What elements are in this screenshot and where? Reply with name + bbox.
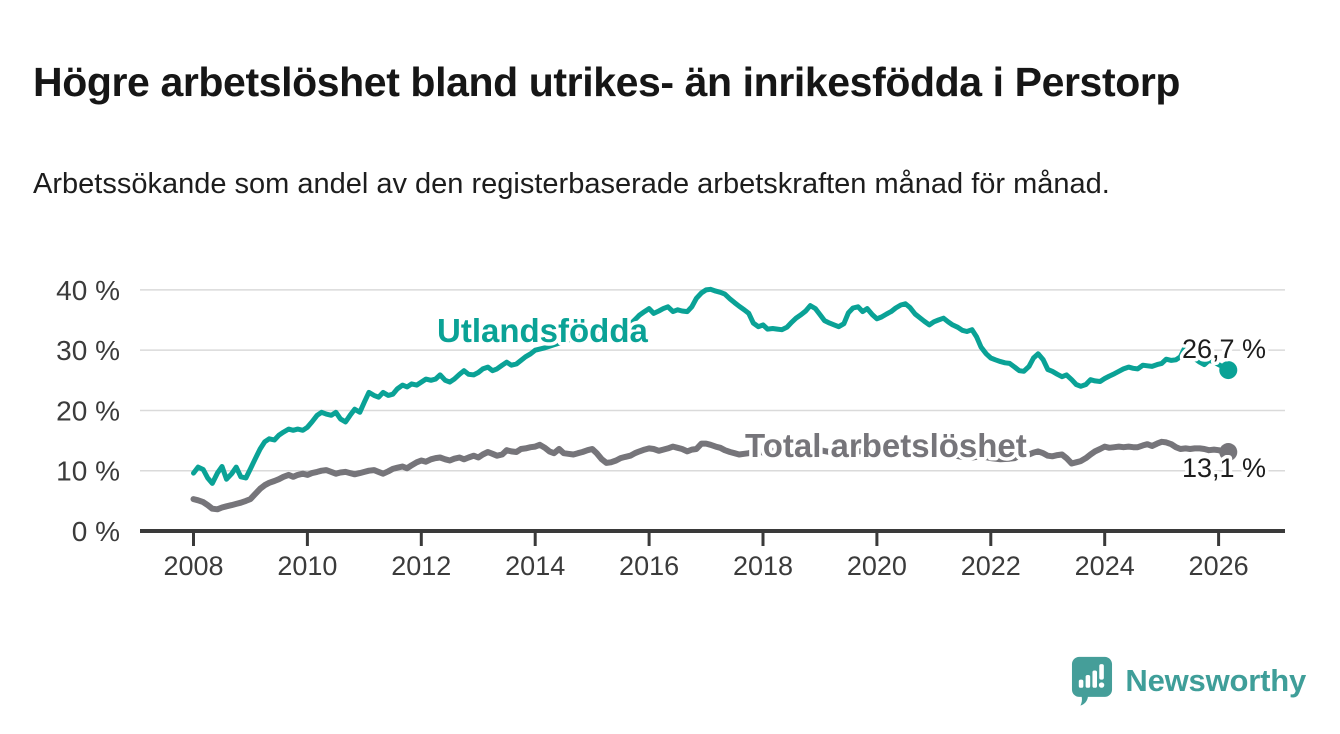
end-value-label-utlandsfodda: 26,7 % [1182, 334, 1266, 364]
x-tick-label-2012: 2012 [391, 551, 451, 581]
y-tick-label-20: 20 % [56, 395, 120, 426]
x-tick-label-2014: 2014 [505, 551, 565, 581]
unemployment-line-chart: 0 % 10 % 20 % 30 % 40 % 2008 2010 2012 2014 2016… [56, 275, 1285, 581]
series-line-utlandsfodda [191, 286, 1231, 486]
newsworthy-logo: Newsworthy [1069, 655, 1306, 706]
page-title: Högre arbetslöshet bland utrikes- än inr… [33, 59, 1181, 106]
series-label-utlandsfodda: Utlandsfödda [437, 312, 648, 349]
series-lines [190, 286, 1238, 513]
x-tick-label-2020: 2020 [847, 551, 907, 581]
x-tick-label-2022: 2022 [961, 551, 1021, 581]
series-line-total-arbetsloshet [190, 438, 1232, 513]
x-tick-label-2018: 2018 [733, 551, 793, 581]
chart-subtitle: Arbetssökande som andel av den registerb… [33, 168, 1110, 200]
x-tick-label-2016: 2016 [619, 551, 679, 581]
series-label-total-arbetsloshet: Total arbetslöshet [745, 427, 1027, 464]
x-tick-label-2024: 2024 [1075, 551, 1135, 581]
end-point-dot-utlandsfodda [1219, 361, 1238, 380]
x-tick-label-2010: 2010 [277, 551, 337, 581]
end-value-label-total: 13,1 % [1182, 453, 1266, 483]
x-tick-label-2008: 2008 [163, 551, 223, 581]
y-axis-labels: 0 % 10 % 20 % 30 % 40 % [56, 275, 120, 547]
y-tick-label-0: 0 % [72, 516, 120, 547]
newsworthy-bubble-chart-icon [1072, 656, 1113, 706]
y-tick-label-40: 40 % [56, 275, 120, 306]
x-axis: 2008 2010 2012 2014 2016 2018 2020 2022 2024 2026 [140, 529, 1285, 581]
y-tick-label-10: 10 % [56, 456, 120, 487]
x-tick-label-2026: 2026 [1189, 551, 1249, 581]
end-point-dot-total-arbetsloshet [1219, 443, 1238, 462]
newsworthy-wordmark: Newsworthy [1125, 662, 1306, 698]
y-tick-label-30: 30 % [56, 335, 120, 366]
